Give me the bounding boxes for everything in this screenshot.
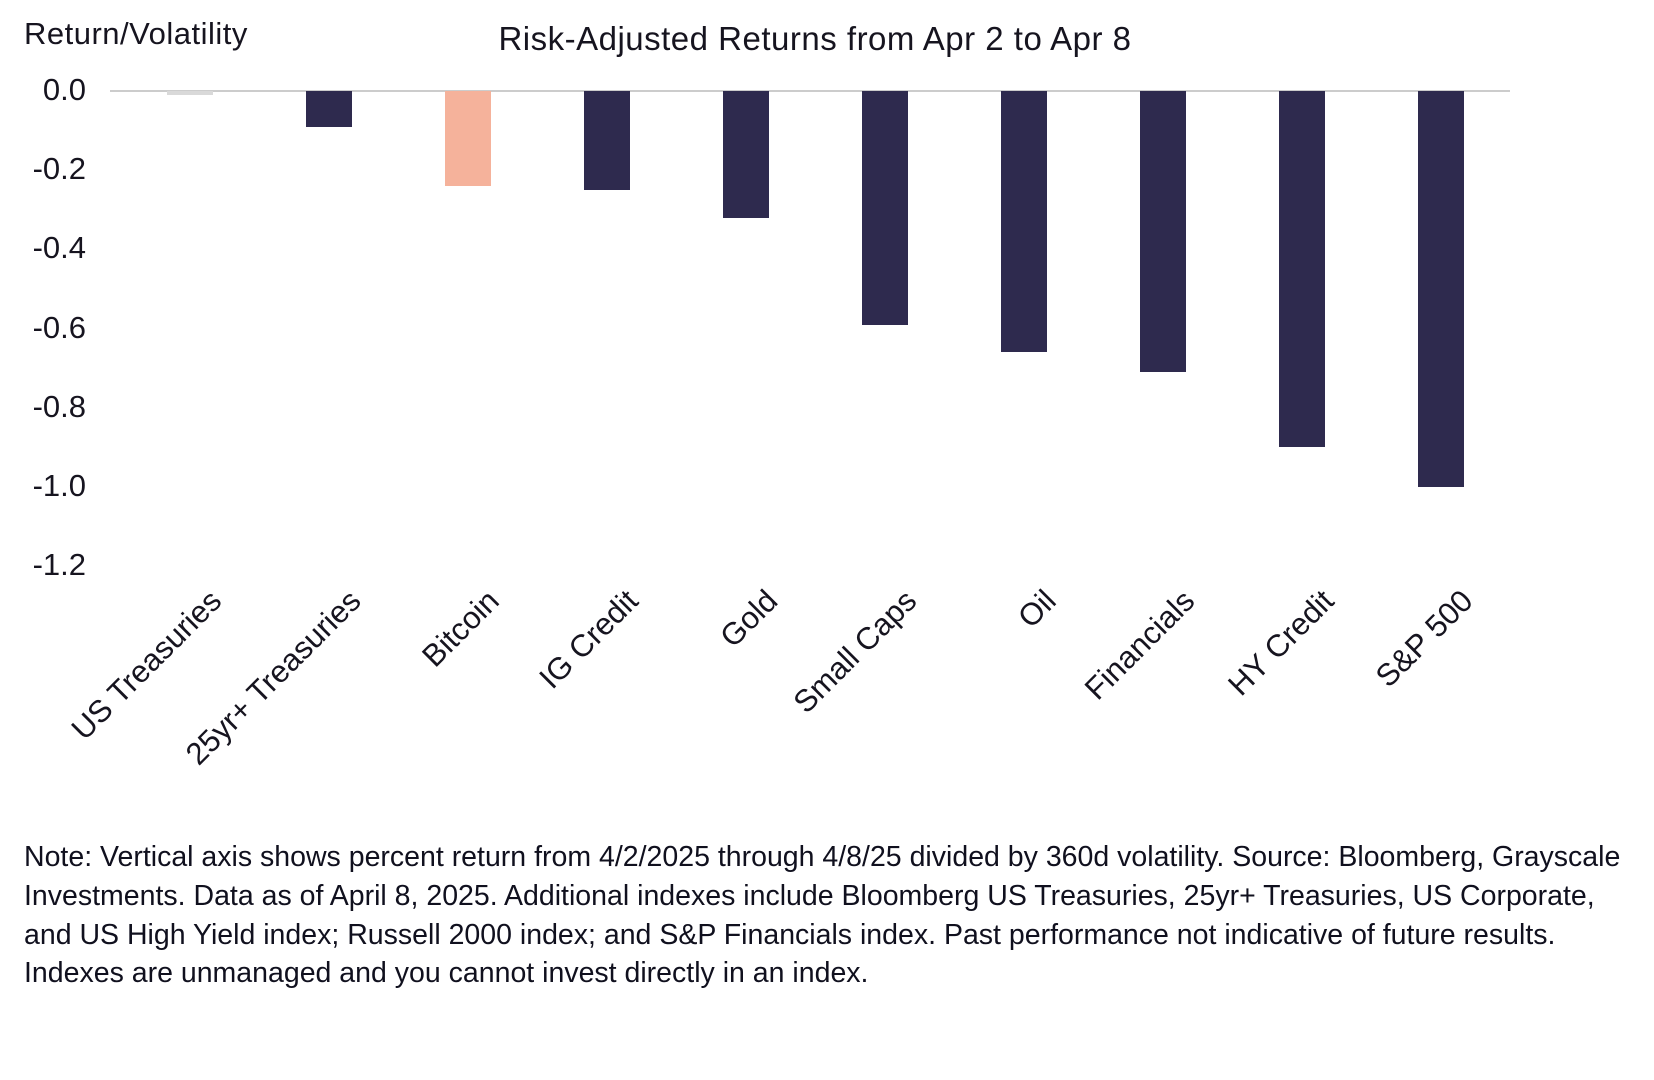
plot-area — [110, 90, 1510, 565]
y-tick-label: -0.8 — [32, 388, 86, 424]
y-tick-label: 0.0 — [42, 72, 86, 107]
bar-small-caps — [861, 91, 908, 325]
y-tick-label: -0.6 — [32, 309, 86, 345]
y-tick-label: -0.4 — [32, 230, 86, 266]
bar-bitcoin — [444, 91, 491, 186]
bar-financials — [1139, 91, 1186, 373]
bar-ig-credit — [583, 91, 630, 190]
x-tick-label: HY Credit — [1220, 583, 1341, 703]
y-tick-label: -0.2 — [32, 151, 86, 187]
x-axis: US Treasuries 25yr+ Treasuries Bitcoin IG C… — [65, 565, 1510, 835]
x-tick-label: IG Credit — [532, 583, 646, 696]
x-tick-label: Gold — [713, 583, 785, 655]
y-axis: 0.0 -0.2 -0.4 -0.6 -0.8 -1.0 -1.2 — [0, 72, 110, 650]
y-axis-title: Return/Volatility — [24, 16, 248, 51]
y-tick-label: -1.0 — [32, 467, 86, 503]
bar-hy-credit — [1278, 91, 1325, 448]
x-tick-label: Oil — [1010, 583, 1063, 635]
x-tick-label: Financials — [1077, 583, 1202, 707]
x-tick-label: S&P 500 — [1368, 583, 1480, 694]
bar-s-p-500 — [1417, 91, 1464, 487]
y-tick-label: -1.2 — [32, 547, 86, 582]
footnote: Note: Vertical axis shows percent return… — [24, 841, 1621, 990]
zero-baseline — [110, 90, 1510, 92]
x-tick-label: Bitcoin — [415, 583, 507, 674]
bar-oil — [1000, 91, 1047, 353]
x-tick-label: Small Caps — [786, 583, 924, 720]
bar-gold — [722, 91, 769, 218]
chart-title: Risk-Adjusted Returns from Apr 2 to Apr … — [498, 20, 1132, 57]
bar-us-treasuries — [166, 91, 213, 95]
bar-25yr-treasuries — [305, 91, 352, 127]
